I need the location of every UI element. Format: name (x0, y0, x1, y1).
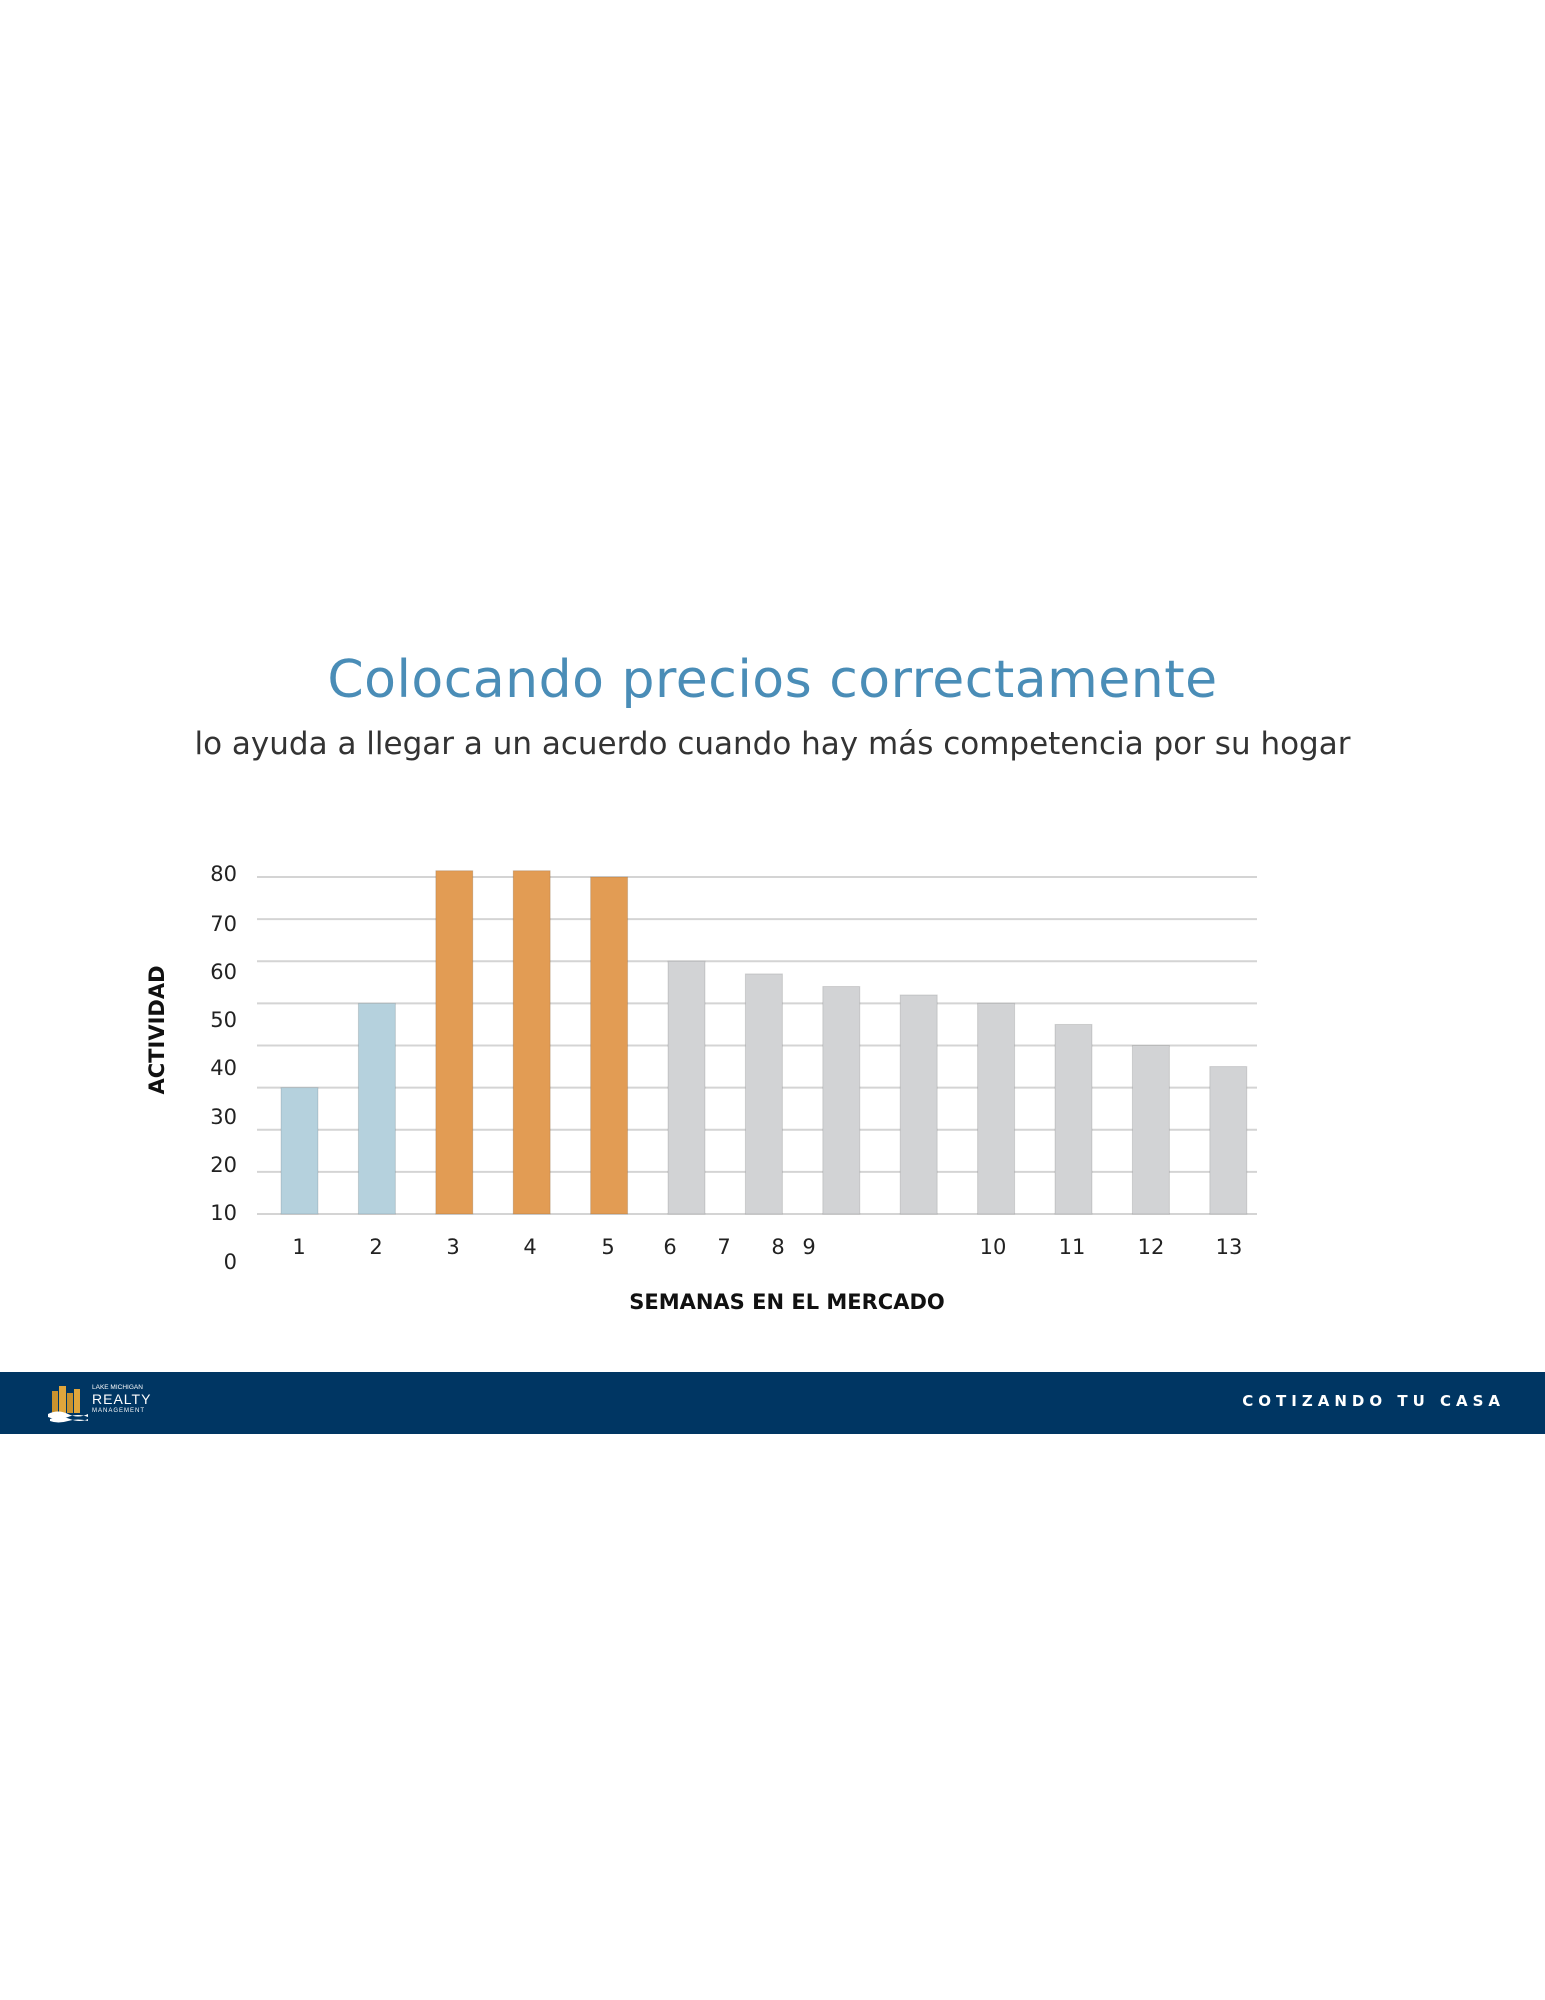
x-tick-label: 8 (771, 1235, 784, 1259)
bar (899, 994, 938, 1215)
x-tick-label: 7 (717, 1235, 730, 1259)
y-tick-label: 70 (210, 912, 237, 936)
logo-text-lake-michigan: LAKE MICHIGAN (92, 1384, 143, 1391)
logo-text-realty: REALTY (92, 1391, 152, 1407)
y-tick-label: 30 (210, 1105, 237, 1129)
x-tick-label: 4 (523, 1235, 536, 1259)
company-logo: LAKE MICHIGAN REALTY MANAGEMENT (48, 1383, 158, 1423)
y-tick-label: 0 (224, 1250, 237, 1274)
bar (435, 870, 474, 1215)
building-logo-icon (48, 1386, 88, 1423)
y-tick-label: 10 (210, 1201, 237, 1225)
y-tick-label: 60 (210, 960, 237, 984)
bar (280, 1087, 319, 1215)
y-tick-label: 20 (210, 1153, 237, 1177)
bar (667, 960, 706, 1215)
page-title: Colocando precios correctamente (327, 650, 1218, 710)
bar (1054, 1023, 1093, 1215)
logo-text-management: MANAGEMENT (92, 1408, 146, 1414)
x-tick-label: 3 (446, 1235, 459, 1259)
footer-bar: LAKE MICHIGAN REALTY MANAGEMENT COTIZAND… (0, 1372, 1545, 1434)
bar (1131, 1045, 1170, 1215)
bar (744, 973, 783, 1215)
y-axis-label: ACTIVIDAD (145, 966, 169, 1095)
page-subtitle: lo ayuda a llegar a un acuerdo cuando ha… (194, 726, 1351, 762)
x-tick-label: 1 (292, 1235, 305, 1259)
bar (822, 986, 861, 1215)
x-axis-label: SEMANAS EN EL MERCADO (629, 1290, 945, 1314)
x-tick-label: 5 (601, 1235, 614, 1259)
x-tick-label: 10 (980, 1235, 1007, 1259)
bar (590, 876, 629, 1215)
y-tick-label: 80 (210, 862, 237, 886)
x-tick-label: 9 (802, 1235, 815, 1259)
y-tick-label: 40 (210, 1056, 237, 1080)
bar (977, 1002, 1016, 1215)
x-tick-label: 11 (1059, 1235, 1086, 1259)
bar (357, 1002, 396, 1215)
bar (1209, 1066, 1248, 1215)
bar (512, 870, 551, 1215)
x-tick-label: 2 (369, 1235, 382, 1259)
x-tick-label: 12 (1138, 1235, 1165, 1259)
section-label: COTIZANDO TU CASA (1242, 1392, 1505, 1410)
x-tick-label: 13 (1216, 1235, 1243, 1259)
x-tick-label: 6 (663, 1235, 676, 1259)
y-tick-label: 50 (210, 1008, 237, 1032)
